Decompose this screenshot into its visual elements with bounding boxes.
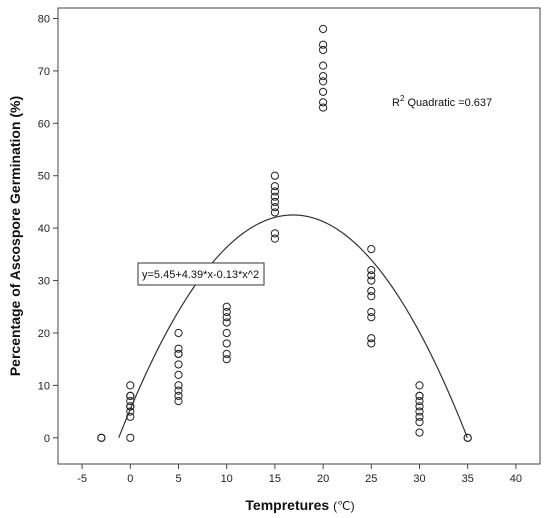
data-point	[222, 349, 231, 359]
data-point	[367, 307, 376, 317]
y-tick-label: 80	[38, 13, 50, 25]
data-point	[319, 103, 328, 112]
y-tick-label: 20	[38, 328, 50, 340]
data-point	[174, 397, 183, 406]
data-point	[319, 77, 328, 86]
x-tick-label: -5	[77, 473, 87, 485]
data-point	[415, 381, 424, 390]
data-point	[174, 381, 183, 390]
x-tick-label: 40	[510, 473, 522, 485]
data-point	[174, 391, 183, 400]
data-point	[222, 328, 231, 338]
data-point	[415, 397, 424, 406]
fit-layer	[118, 214, 468, 439]
data-point	[222, 339, 231, 348]
quadratic-fit-curve	[118, 214, 468, 439]
data-point	[415, 428, 424, 437]
x-tick-label: 35	[462, 473, 474, 485]
x-tick-label: 5	[175, 473, 181, 485]
x-axis-unit: (℃)	[333, 499, 354, 513]
x-axis-title-text: Tempretures	[245, 497, 329, 513]
data-point	[270, 171, 279, 180]
data-point	[270, 229, 279, 238]
data-point	[222, 307, 231, 317]
data-point	[174, 344, 183, 353]
data-point	[319, 87, 328, 96]
data-point	[415, 417, 424, 427]
data-points	[97, 24, 472, 442]
data-point	[97, 433, 106, 442]
data-point	[270, 203, 279, 212]
data-point	[367, 334, 376, 343]
data-point	[270, 182, 279, 191]
x-tick-label: 30	[413, 473, 425, 485]
plot-frame	[57, 7, 541, 465]
data-point	[270, 208, 279, 217]
data-point	[367, 245, 376, 254]
data-point	[367, 286, 376, 296]
data-point	[270, 234, 279, 243]
data-point	[126, 407, 135, 416]
r-squared-label: R2 Quadratic =0.637	[392, 94, 492, 109]
r-squared-prefix: R	[392, 97, 400, 109]
x-axis-ticks: -5 0 5 10 15 20 25 30 35 40	[77, 464, 522, 485]
data-point	[174, 349, 183, 359]
data-point	[126, 381, 135, 390]
x-tick-label: 20	[317, 473, 329, 485]
data-point	[319, 40, 328, 49]
data-point	[415, 407, 424, 416]
r-squared-superscript: 2	[400, 94, 405, 103]
y-tick-label: 40	[38, 223, 50, 235]
r-squared-value: Quadratic =0.637	[404, 97, 492, 109]
data-point	[367, 292, 376, 301]
data-point	[126, 412, 135, 421]
data-point	[222, 302, 231, 311]
data-point	[319, 24, 328, 34]
equation-box: y=5.45+4.39*x-0.13*x^2	[137, 262, 265, 286]
y-tick-label: 60	[38, 118, 50, 130]
y-axis-ticks: 0 10 20 30 40 50 60 70 80	[38, 13, 58, 445]
data-point	[415, 402, 424, 411]
y-tick-label: 70	[38, 66, 50, 78]
data-point	[222, 355, 231, 364]
data-point	[319, 61, 328, 70]
data-point	[126, 397, 135, 406]
data-point	[270, 187, 279, 196]
data-point	[222, 313, 231, 322]
data-point	[367, 265, 376, 275]
data-point	[270, 197, 279, 207]
data-point	[222, 318, 231, 327]
data-point	[319, 45, 328, 55]
y-tick-label: 10	[38, 380, 50, 392]
equation-label: y=5.45+4.39*x-0.13*x^2	[142, 269, 259, 281]
data-point	[319, 72, 328, 81]
x-tick-label: 25	[365, 473, 377, 485]
y-tick-label: 30	[38, 276, 50, 288]
data-point	[367, 313, 376, 322]
data-point	[174, 386, 183, 395]
data-point	[367, 339, 376, 348]
data-point	[126, 433, 135, 442]
data-point	[126, 391, 135, 400]
y-tick-label: 50	[38, 171, 50, 183]
y-tick-label: 0	[44, 433, 50, 445]
x-tick-label: 10	[221, 473, 233, 485]
data-point	[174, 328, 183, 338]
x-tick-label: 0	[127, 473, 133, 485]
data-point	[319, 98, 328, 107]
x-axis-title: Tempretures (℃)	[245, 497, 354, 513]
data-point	[174, 370, 183, 379]
data-point	[367, 276, 376, 285]
equation-box-frame	[137, 262, 265, 286]
data-point	[174, 360, 183, 369]
y-axis-title: Percentage of Ascospore Germination (%)	[7, 96, 23, 376]
data-point	[415, 391, 424, 400]
data-point	[126, 402, 135, 411]
data-point	[270, 192, 279, 201]
data-point	[367, 271, 376, 280]
x-tick-label: 15	[269, 473, 281, 485]
data-point	[463, 433, 472, 442]
data-point	[415, 412, 424, 421]
